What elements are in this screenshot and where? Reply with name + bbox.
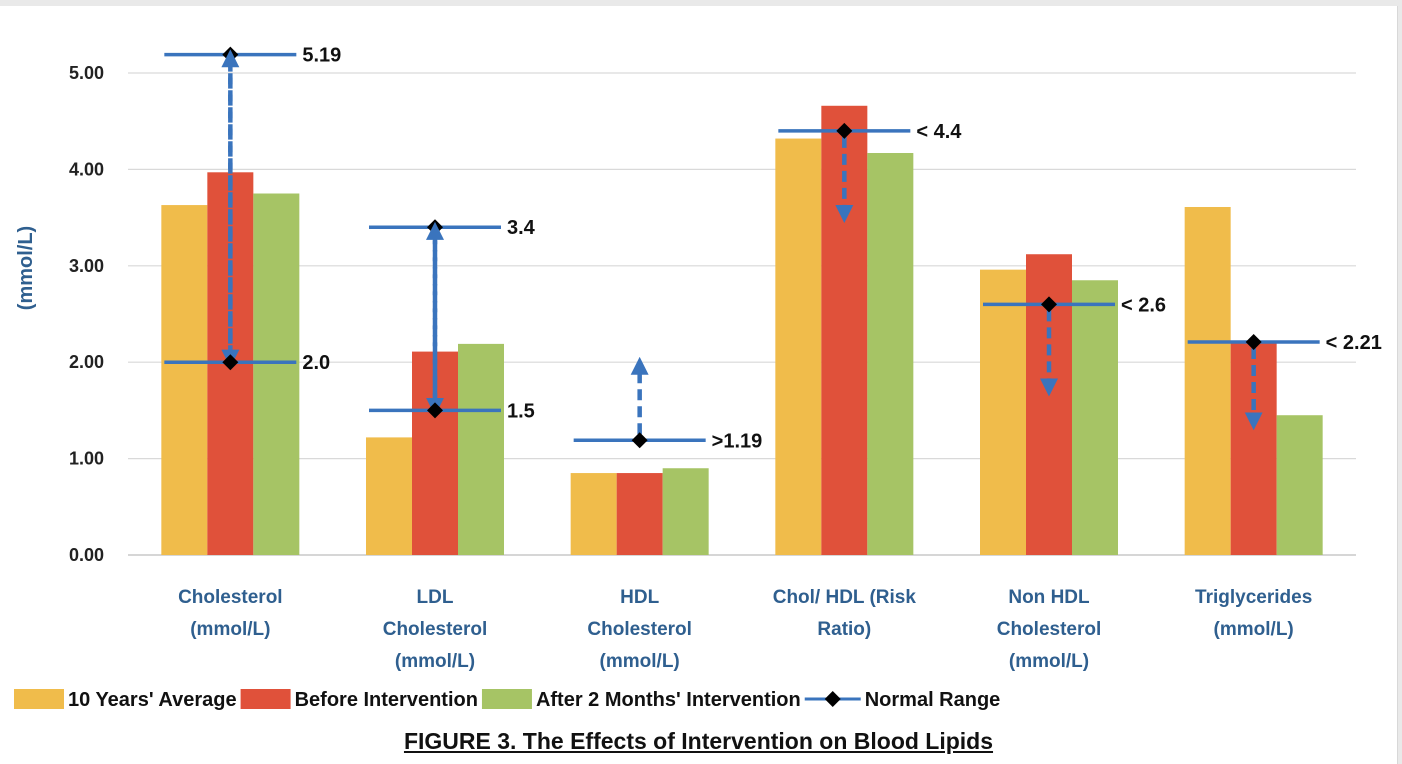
x-category-line: Cholesterol — [178, 587, 283, 608]
range-value-label: 2.0 — [302, 352, 330, 374]
y-tick-label: 0.00 — [69, 545, 104, 565]
range-marker — [631, 432, 648, 449]
bar — [980, 269, 1026, 555]
y-tick-label: 2.00 — [69, 352, 104, 372]
y-tick-label: 4.00 — [69, 159, 104, 179]
range-value-label: 5.19 — [302, 45, 341, 67]
bar — [662, 468, 709, 555]
range-marker — [1245, 333, 1262, 350]
x-axis-categories: Cholesterol (mmol/L) LDL Cholesterol (mmol/L… — [178, 587, 1312, 672]
bar — [867, 153, 914, 555]
x-category-line: (mmol/L) — [395, 651, 475, 672]
legend-label: After 2 Months' Intervention — [536, 689, 801, 711]
x-category-line: Non HDL — [1008, 587, 1090, 608]
x-category-line: (mmol/L) — [190, 619, 270, 640]
x-category-line: Cholesterol — [383, 619, 488, 640]
x-category-line: (mmol/L) — [1214, 619, 1294, 640]
legend-label: 10 Years' Average — [68, 689, 237, 711]
range-value-label: < 4.4 — [916, 121, 962, 143]
figure-caption: FIGURE 3. The Effects of Intervention on… — [0, 728, 1397, 755]
x-category-line: Chol/ HDL (Risk — [773, 587, 917, 608]
x-category-line: Ratio) — [817, 619, 871, 640]
x-category-label: Non HDL Cholesterol (mmol/L) — [997, 587, 1102, 672]
range-value-label: >1.19 — [712, 430, 763, 452]
legend-marker — [824, 691, 841, 707]
range-value-label: 1.5 — [507, 400, 535, 422]
y-axis-label: (mmol/L) — [15, 226, 37, 310]
y-tick-label: 1.00 — [69, 449, 104, 469]
range-marker — [427, 402, 443, 419]
range-value-label: < 2.6 — [1121, 294, 1166, 316]
bar — [616, 473, 663, 555]
bar — [253, 193, 300, 555]
x-category-line: LDL — [417, 587, 454, 608]
range-value-label: 3.4 — [507, 217, 536, 239]
x-category-label: HDL Cholesterol (mmol/L) — [587, 587, 692, 672]
x-category-line: Cholesterol — [997, 619, 1102, 640]
y-axis-ticks: 0.00 1.00 2.00 3.00 4.00 5.00 — [69, 63, 104, 565]
bar — [458, 343, 504, 555]
range-marker — [1041, 296, 1057, 313]
x-category-label: LDL Cholesterol (mmol/L) — [383, 587, 488, 672]
y-tick-label: 5.00 — [69, 63, 104, 83]
legend-swatch — [14, 689, 64, 709]
normal-range-markers: 5.19 2.0 3.4 1.5 >1.19 < 4.4 < 2.6 < 2.21 — [164, 45, 1382, 452]
x-category-label: Cholesterol (mmol/L) — [178, 587, 283, 640]
range-marker — [222, 354, 239, 371]
x-category-line: Cholesterol — [587, 619, 692, 640]
legend-swatch — [481, 689, 532, 709]
gridlines — [128, 72, 1356, 556]
bars — [161, 105, 1323, 556]
x-category-line: HDL — [620, 587, 659, 608]
y-tick-label: 3.00 — [69, 256, 104, 276]
bar — [1276, 415, 1323, 555]
bar — [570, 473, 617, 555]
x-category-label: Triglycerides (mmol/L) — [1195, 587, 1312, 640]
bar — [1230, 341, 1277, 555]
legend-label: Before Intervention — [295, 689, 478, 711]
x-category-line: (mmol/L) — [1009, 651, 1089, 672]
caption-text: FIGURE 3. The Effects of Intervention on… — [403, 728, 994, 754]
chart: 0.00 1.00 2.00 3.00 4.00 5.00 (mmol/L) Choles… — [14, 45, 1382, 711]
range-marker — [836, 122, 853, 139]
legend: 10 Years' Average Before Intervention Afte… — [14, 689, 1000, 711]
range-value-label: < 2.21 — [1326, 332, 1382, 354]
x-category-line: (mmol/L) — [600, 651, 680, 672]
legend-label: Normal Range — [865, 689, 1001, 711]
bar — [1184, 206, 1231, 555]
bar — [366, 437, 412, 555]
bar — [775, 138, 822, 555]
legend-swatch — [240, 689, 291, 709]
bar — [1072, 280, 1118, 555]
bar — [161, 205, 208, 555]
x-category-line: Triglycerides — [1195, 587, 1312, 608]
figure: 0.00 1.00 2.00 3.00 4.00 5.00 (mmol/L) Choles… — [0, 6, 1398, 764]
x-category-label: Chol/ HDL (Risk Ratio) — [773, 587, 917, 640]
